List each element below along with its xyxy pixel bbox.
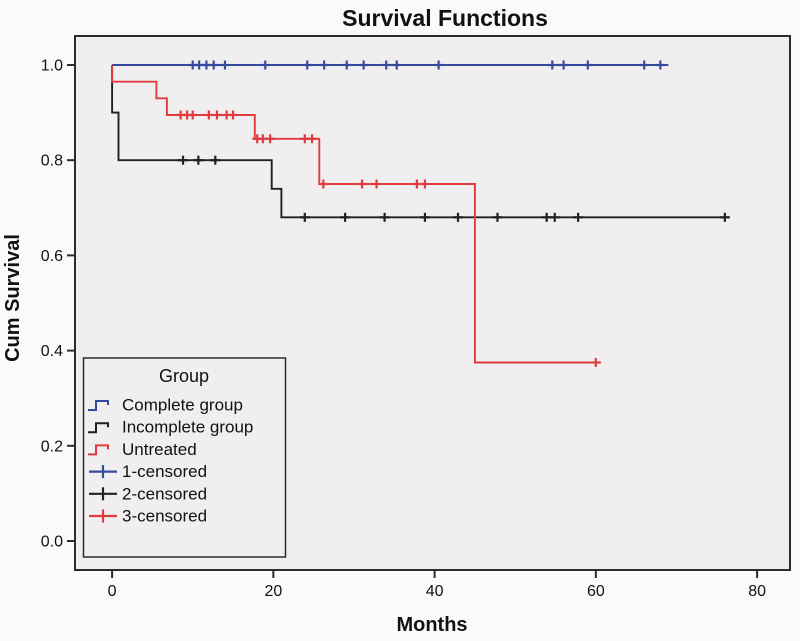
legend-item-label: Complete group: [122, 396, 243, 415]
x-tick-label: 40: [426, 583, 444, 600]
legend-step-symbol: [88, 422, 109, 434]
legend-frame: [82, 357, 287, 558]
x-tick-label: 0: [108, 583, 117, 600]
legend-title: Group: [159, 366, 209, 386]
x-tick-label: 20: [264, 583, 282, 600]
legend-step-symbol: [88, 400, 109, 411]
chart-title: Survival Functions: [342, 5, 548, 31]
x-tick-label: 60: [587, 583, 605, 600]
x-axis-label: Months: [396, 614, 467, 636]
survival-curve: [111, 65, 729, 219]
legend-items: Complete group Incomplete group Untreated 1…: [88, 396, 253, 526]
y-tick-label: 0.6: [41, 248, 63, 265]
axis-ticks: 0 20 40 60 80 0.0 0.2 0.4 0.6 0.8 1.0: [41, 58, 766, 601]
y-tick-label: 0.8: [41, 153, 63, 170]
legend-item-label: Untreated: [122, 440, 197, 459]
legend-step-symbol: [88, 444, 109, 456]
y-tick-label: 0.2: [41, 438, 63, 455]
y-axis-label: Cum Survival: [2, 234, 24, 362]
legend-item-label: 1-censored: [122, 462, 207, 481]
x-tick-label: 80: [748, 583, 766, 600]
legend-item-label: 2-censored: [122, 484, 207, 503]
y-tick-label: 0.4: [41, 343, 63, 360]
y-tick-label: 0.0: [41, 534, 63, 551]
survival-curve: [111, 65, 599, 364]
censor-marks: [175, 60, 730, 367]
y-tick-label: 1.0: [41, 58, 63, 75]
legend-item-label: 3-censored: [122, 507, 207, 526]
legend: Group Complete group Incomplete group Untr…: [82, 357, 287, 558]
legend-item-label: Incomplete group: [122, 418, 253, 437]
